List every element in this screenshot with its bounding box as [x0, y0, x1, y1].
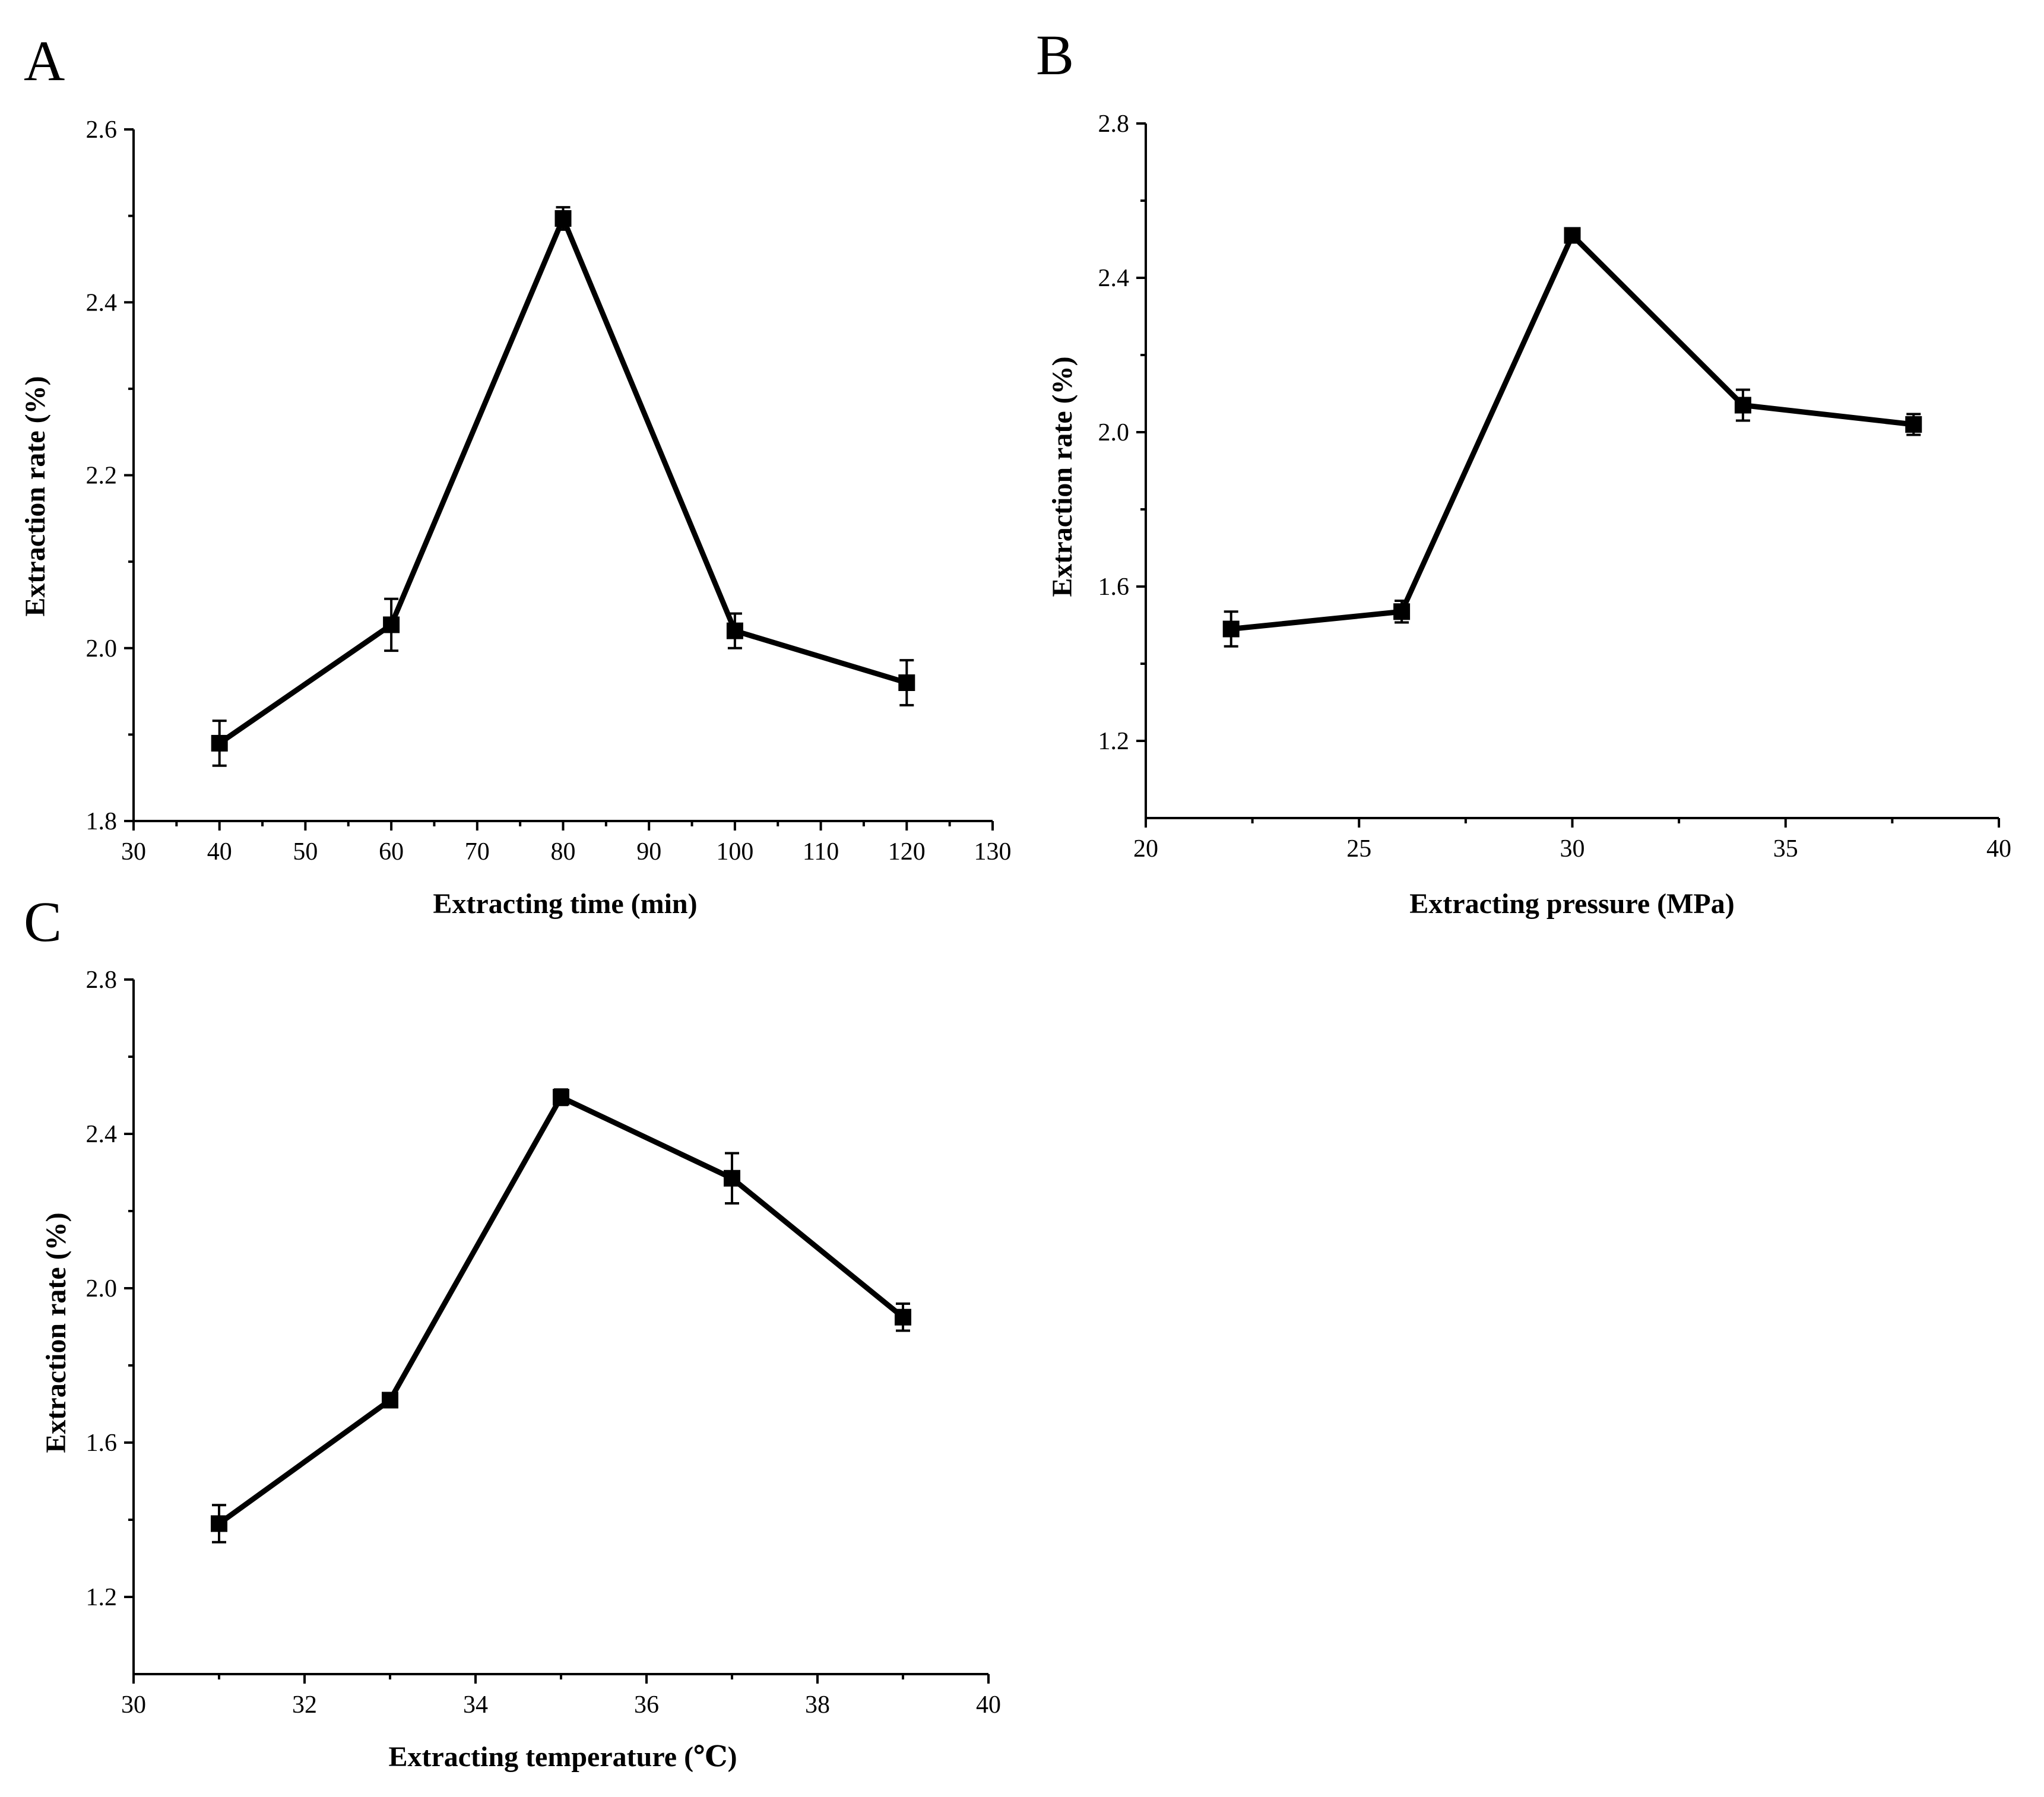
data-point-c [724, 1170, 740, 1187]
y-tick-label-a: 2.0 [86, 635, 118, 663]
series-line-c [217, 1094, 905, 1526]
y-tick-label-b: 2.8 [1098, 110, 1130, 138]
x-tick-label-c: 38 [805, 1691, 830, 1719]
x-tick-label-c: 34 [463, 1691, 488, 1719]
x-tick-label-a: 60 [379, 838, 404, 866]
x-tick-label-b: 40 [1986, 835, 2011, 863]
x-tick-label-c: 30 [121, 1691, 146, 1719]
y-tick-label-b: 1.6 [1098, 573, 1130, 601]
data-point-b [1734, 397, 1751, 414]
data-point-b [1905, 416, 1922, 433]
y-tick-label-b: 1.2 [1098, 728, 1130, 755]
y-tick-label-b: 2.0 [1098, 419, 1130, 446]
x-tick-label-b: 20 [1133, 835, 1158, 863]
x-tick-label-a: 90 [636, 838, 661, 866]
chart-panel-a: A 30 40 50 60 70 80 90 100 110 120 130 1.8 2.0 2.2 2.4… [20, 29, 1012, 920]
series-line-a [218, 215, 908, 746]
x-tick-label-b: 30 [1560, 835, 1585, 863]
y-tick-label-c: 2.4 [86, 1121, 118, 1148]
data-point-b [1222, 620, 1240, 638]
y-tick-label-a: 1.8 [86, 808, 118, 835]
x-tick-label-a: 40 [207, 838, 232, 866]
data-point-a [383, 616, 400, 633]
x-tick-label-a: 70 [465, 838, 490, 866]
panel-letter-a: A [24, 29, 65, 93]
y-tick-label-a: 2.2 [86, 462, 118, 490]
x-tick-label-b: 25 [1346, 835, 1371, 863]
x-axis-title-a: Extracting time (min) [433, 888, 697, 920]
x-tick-label-a: 130 [974, 838, 1012, 866]
x-tick-label-a: 110 [803, 838, 839, 866]
x-tick-label-a: 120 [888, 838, 926, 866]
chart-panel-b: B 20 25 30 35 40 1.2 1.6 2.0 2.4 2.8 Extracting p… [1036, 23, 2011, 920]
plot-area-b: 20 25 30 35 40 1.2 1.6 2.0 2.4 2.8 [1098, 110, 2012, 863]
data-point-c [895, 1308, 911, 1326]
y-tick-label-b: 2.4 [1098, 265, 1130, 292]
y-tick-label-c: 1.6 [86, 1430, 118, 1457]
y-axis-title-a: Extraction rate (%) [20, 376, 51, 616]
y-tick-label-c: 2.8 [86, 966, 118, 994]
x-axis-title-b: Extracting pressure (MPa) [1409, 888, 1734, 920]
data-point-a [211, 734, 228, 752]
data-point-c [211, 1515, 227, 1532]
data-point-a [554, 210, 572, 227]
y-tick-label-a: 2.4 [86, 289, 118, 316]
chart-panel-c: C 30 32 34 36 38 40 1.2 1.6 2.0 2.4 2.8 Extracting… [24, 890, 1001, 1773]
data-point-c [553, 1089, 569, 1106]
data-point-a [726, 622, 743, 639]
plot-area-c: 30 32 34 36 38 40 1.2 1.6 2.0 2.4 2.8 [86, 966, 1002, 1719]
x-tick-label-c: 36 [634, 1691, 659, 1719]
x-tick-label-c: 32 [292, 1691, 317, 1719]
x-tick-label-a: 50 [293, 838, 318, 866]
x-tick-label-c: 40 [976, 1691, 1001, 1719]
panel-letter-c: C [24, 890, 62, 953]
x-tick-label-a: 100 [716, 838, 753, 866]
data-point-b [1564, 227, 1581, 244]
y-tick-label-a: 2.6 [86, 116, 118, 144]
y-tick-label-c: 2.0 [86, 1275, 118, 1302]
y-axis-title-b: Extraction rate (%) [1047, 356, 1078, 597]
data-point-c [382, 1392, 398, 1409]
y-axis-title-c: Extraction rate (%) [40, 1212, 72, 1453]
x-tick-label-b: 35 [1773, 835, 1798, 863]
x-axis-title-c: Extracting temperature (℃) [388, 1741, 737, 1773]
panel-letter-b: B [1036, 23, 1074, 87]
plot-area-a: 30 40 50 60 70 80 90 100 110 120 130 1.8 2.0 2.2 2.4 2.… [86, 116, 1012, 866]
x-tick-label-a: 30 [121, 838, 146, 866]
y-tick-label-c: 1.2 [86, 1584, 118, 1611]
series-line-b [1231, 233, 1914, 632]
x-tick-label-a: 80 [551, 838, 576, 866]
data-point-b [1393, 603, 1411, 620]
data-point-a [898, 674, 915, 691]
